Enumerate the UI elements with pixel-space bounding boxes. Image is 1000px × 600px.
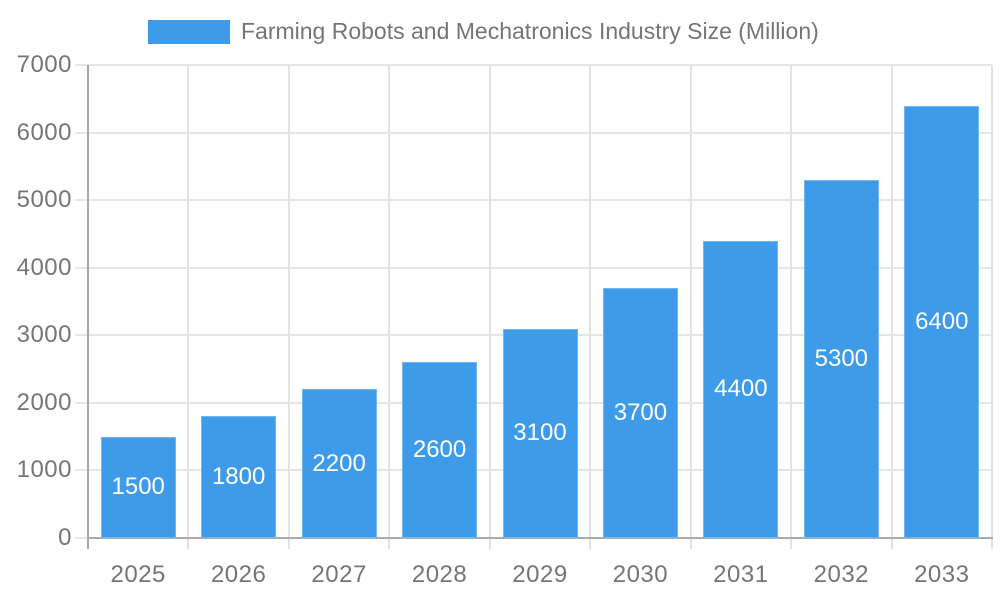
bar-2025 <box>100 436 176 538</box>
bar-2031 <box>703 240 779 538</box>
y-tick-label-1000: 1000 <box>16 456 72 484</box>
bar-value-2025: 1500 <box>111 473 165 501</box>
v-gridline-2 <box>287 65 290 549</box>
bar-value-2026: 1800 <box>211 463 266 491</box>
y-tick-label-0: 0 <box>58 524 72 551</box>
x-tick-label-2026: 2026 <box>210 561 267 588</box>
v-gridline-5 <box>589 65 592 549</box>
bar-value-2030: 3700 <box>613 398 668 426</box>
v-gridline-6 <box>689 65 692 549</box>
v-gridline-1 <box>187 65 190 549</box>
bar-value-2028: 2600 <box>412 436 467 464</box>
bar-value-2033: 6400 <box>915 307 969 335</box>
h-gridline-7000 <box>75 64 992 66</box>
y-tick-label-3000: 3000 <box>16 321 72 349</box>
bar-2029 <box>502 328 578 538</box>
x-tick-label-2033: 2033 <box>914 561 970 588</box>
v-gridline-7 <box>790 65 793 549</box>
legend-title: Farming Robots and Mechatronics Industry… <box>241 18 819 44</box>
y-tick-label-5000: 5000 <box>16 186 72 214</box>
y-tick-label-7000: 7000 <box>16 51 72 78</box>
v-gridline-3 <box>388 65 391 549</box>
x-tick-label-2028: 2028 <box>411 561 468 588</box>
y-tick-label-2000: 2000 <box>16 388 72 416</box>
x-tick-label-2032: 2032 <box>813 561 870 588</box>
plot-area: 1500 1800 2200 2600 3100 3700 4400 5300 6400 <box>75 64 993 549</box>
h-gridline-4000 <box>75 266 992 269</box>
y-axis-line <box>87 65 89 549</box>
bar-2032 <box>803 179 879 538</box>
bar-2027 <box>301 389 377 538</box>
v-gridline-4 <box>488 65 491 549</box>
x-tick-label-2025: 2025 <box>110 561 166 588</box>
h-gridline-6000 <box>75 131 992 134</box>
bar-value-2032: 5300 <box>814 344 869 372</box>
bar-value-2031: 4400 <box>714 375 768 403</box>
legend-swatch <box>148 19 230 44</box>
bar-value-2029: 3100 <box>513 419 567 447</box>
h-gridline-5000 <box>75 199 992 202</box>
x-tick-label-2030: 2030 <box>612 561 669 588</box>
bar-2033 <box>904 105 980 538</box>
bar-value-2027: 2200 <box>312 449 366 477</box>
v-gridline-9 <box>991 65 993 549</box>
v-gridline-8 <box>890 65 893 549</box>
x-tick-label-2029: 2029 <box>512 561 568 588</box>
bar-2028 <box>402 362 478 538</box>
x-tick-label-2031: 2031 <box>713 561 769 588</box>
bar-2030 <box>602 287 678 538</box>
y-tick-label-4000: 4000 <box>16 253 72 281</box>
bar-2026 <box>201 416 277 538</box>
x-tick-label-2027: 2027 <box>311 561 367 588</box>
chart-legend: Farming Robots and Mechatronics Industry… <box>148 18 819 45</box>
x-axis-line <box>87 537 993 539</box>
y-tick-label-6000: 6000 <box>16 118 72 146</box>
